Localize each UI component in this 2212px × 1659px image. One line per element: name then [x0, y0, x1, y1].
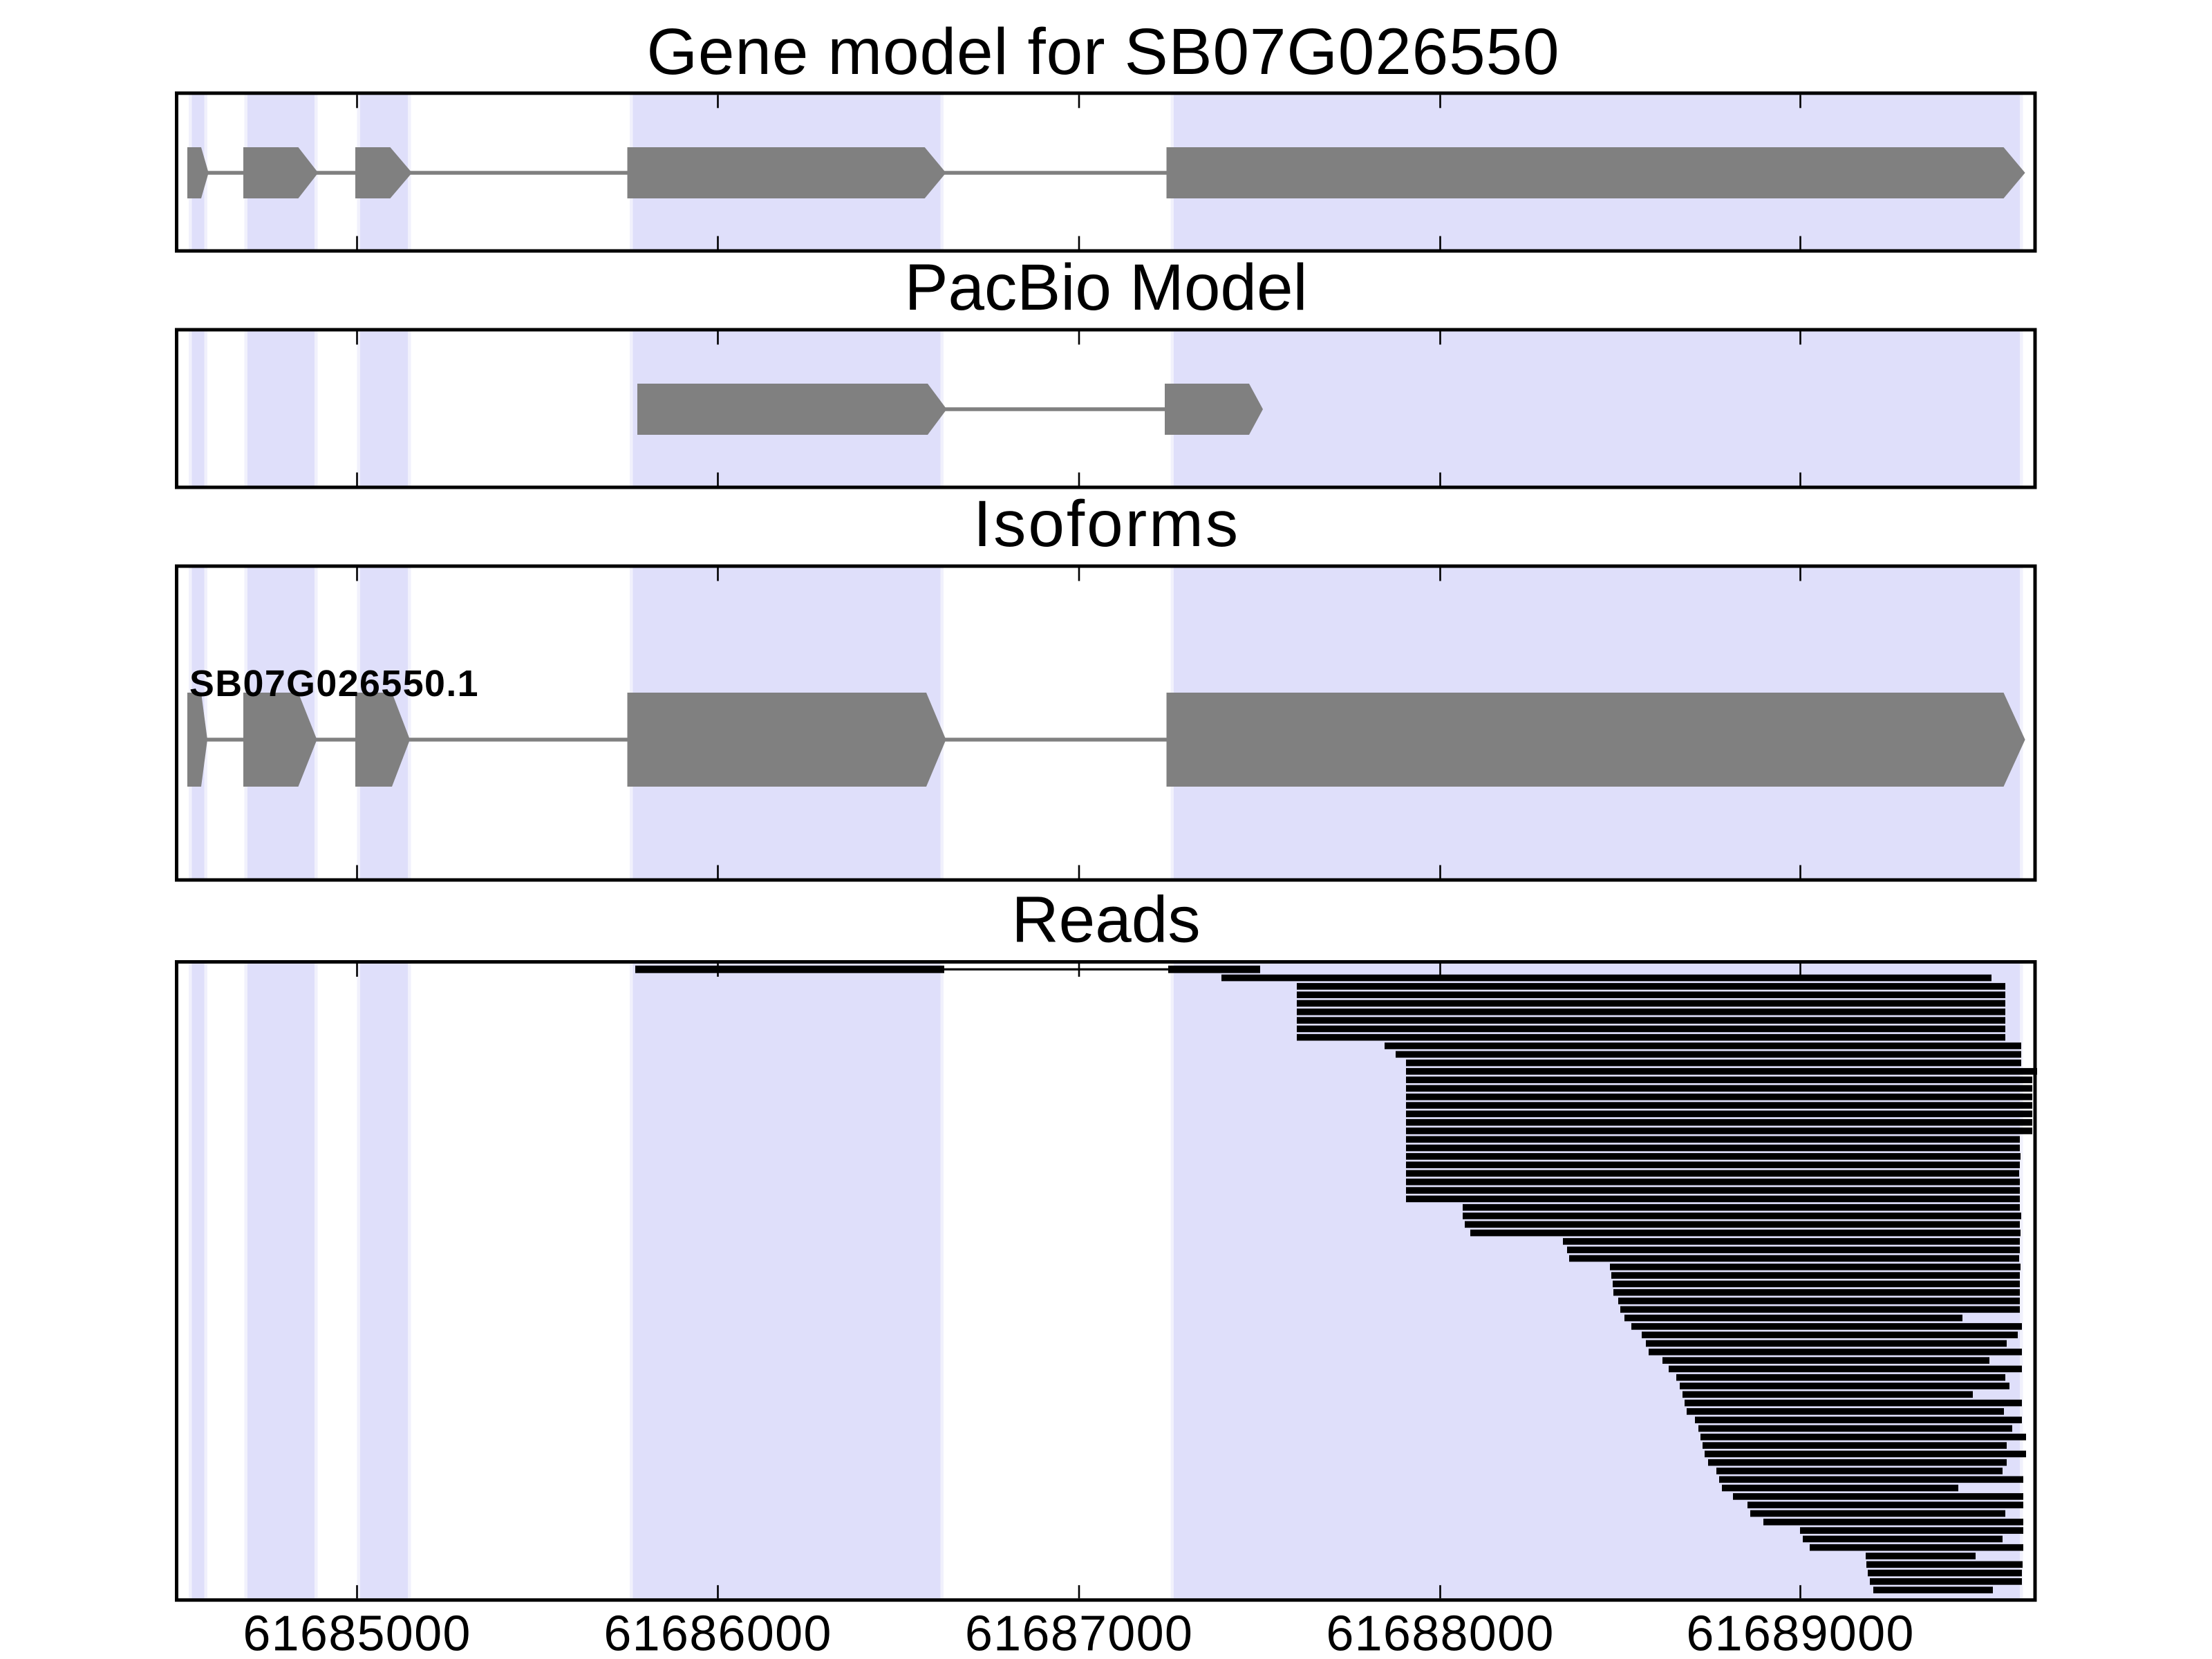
- svg-text:PacBio Model: PacBio Model: [904, 251, 1307, 324]
- svg-text:61689000: 61689000: [1686, 1606, 1914, 1659]
- svg-text:61688000: 61688000: [1326, 1606, 1554, 1659]
- svg-text:61687000: 61687000: [965, 1606, 1193, 1659]
- svg-text:SB07G026550.1: SB07G026550.1: [189, 663, 479, 704]
- svg-text:61685000: 61685000: [243, 1606, 471, 1659]
- svg-text:61686000: 61686000: [603, 1606, 832, 1659]
- svg-text:Reads: Reads: [1011, 883, 1200, 957]
- svg-text:Isoforms: Isoforms: [973, 487, 1240, 561]
- svg-text:Gene model for SB07G026550: Gene model for SB07G026550: [646, 15, 1559, 88]
